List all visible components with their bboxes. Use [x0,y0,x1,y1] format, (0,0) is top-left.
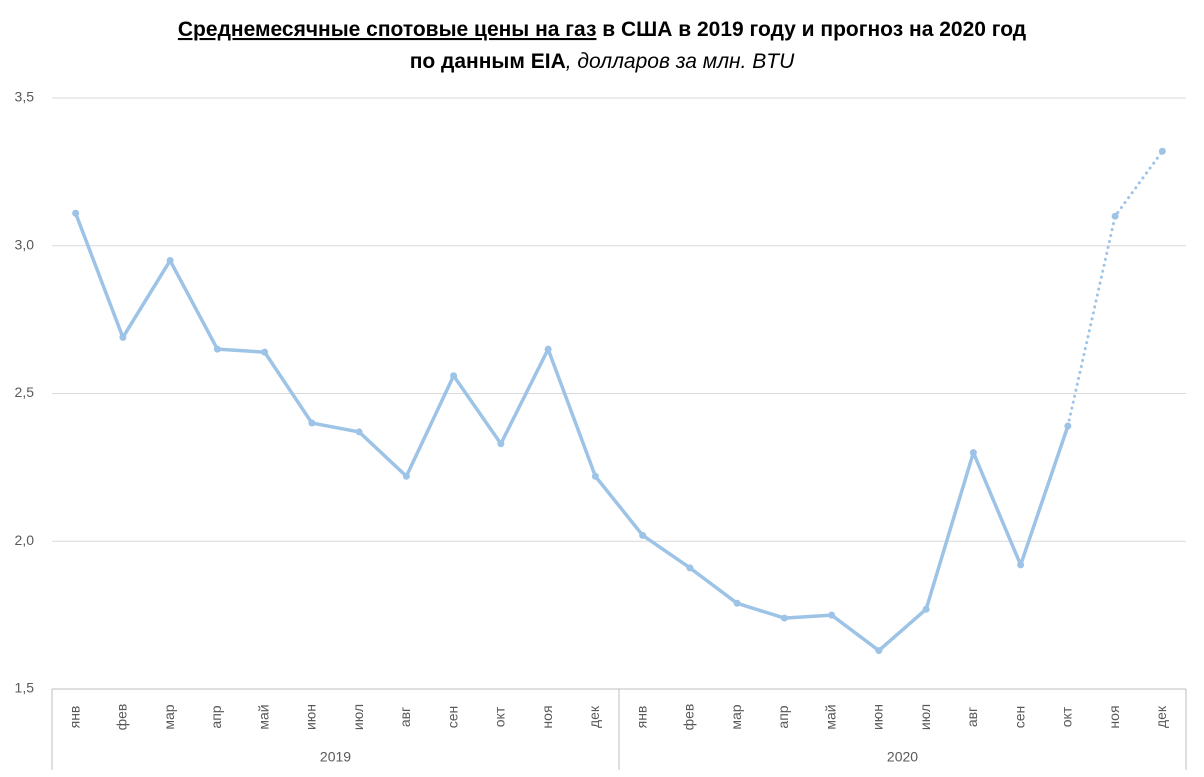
x-tick-label: янв [66,706,82,729]
y-tick-label: 3,0 [15,236,35,252]
marker [544,345,552,353]
x-tick-label: дек [586,705,602,728]
y-tick-label: 3,5 [15,89,35,105]
group-label: 2019 [320,749,351,765]
marker [261,348,269,356]
group-label: 2020 [887,749,918,765]
marker [1158,147,1166,155]
title-part: , долларов за млн. BTU [566,50,795,73]
x-tick-label: мар [161,704,177,729]
marker [591,472,599,480]
marker [119,333,127,341]
x-tick-label: сен [1011,706,1027,729]
marker [1017,561,1025,569]
x-tick-label: сен [444,706,460,729]
marker [686,564,694,572]
x-tick-label: окт [492,706,508,727]
x-tick-label: фев [114,704,130,731]
y-tick-label: 2,5 [15,384,35,400]
marker [875,647,883,655]
marker [780,614,788,622]
marker [213,345,221,353]
x-tick-label: май [255,704,271,729]
chart-title: по данным EIA, долларов за млн. BTU [410,50,795,73]
marker [166,257,174,265]
chart-title: Среднемесячные спотовые цены на газ в СШ… [178,18,1026,41]
forecast-line [1066,149,1164,428]
marker [355,428,363,436]
title-part: в США в 2019 году и прогноз на 2020 год [596,18,1026,41]
x-tick-label: апр [775,705,791,728]
x-tick-label: авг [397,707,413,727]
x-tick-label: фев [681,704,697,731]
marker [402,472,410,480]
marker [308,419,316,427]
x-tick-label: июн [870,704,886,730]
title-part: по данным EIA [410,50,566,73]
marker [828,611,836,619]
marker [450,372,458,380]
line [73,211,1070,653]
x-tick-label: ноя [1106,705,1122,728]
x-tick-label: окт [1059,706,1075,727]
marker [497,440,505,448]
x-tick-label: июл [350,704,366,730]
x-tick-label: ноя [539,705,555,728]
y-tick-label: 2,0 [15,532,35,548]
marker [1064,422,1072,430]
marker [922,605,930,613]
marker [639,531,647,539]
x-tick-label: авг [964,707,980,727]
x-tick-label: дек [1153,705,1169,728]
x-tick-label: июн [303,704,319,730]
x-tick-label: апр [208,705,224,728]
x-tick-label: июл [917,704,933,730]
x-tick-label: мар [728,704,744,729]
x-tick-label: янв [633,706,649,729]
marker [1111,212,1119,220]
title-part: Среднемесячные спотовые цены на газ [178,18,597,41]
x-tick-label: май [822,704,838,729]
marker [733,599,741,607]
y-tick-label: 1,5 [15,680,35,696]
marker [969,449,977,457]
marker [72,209,80,217]
